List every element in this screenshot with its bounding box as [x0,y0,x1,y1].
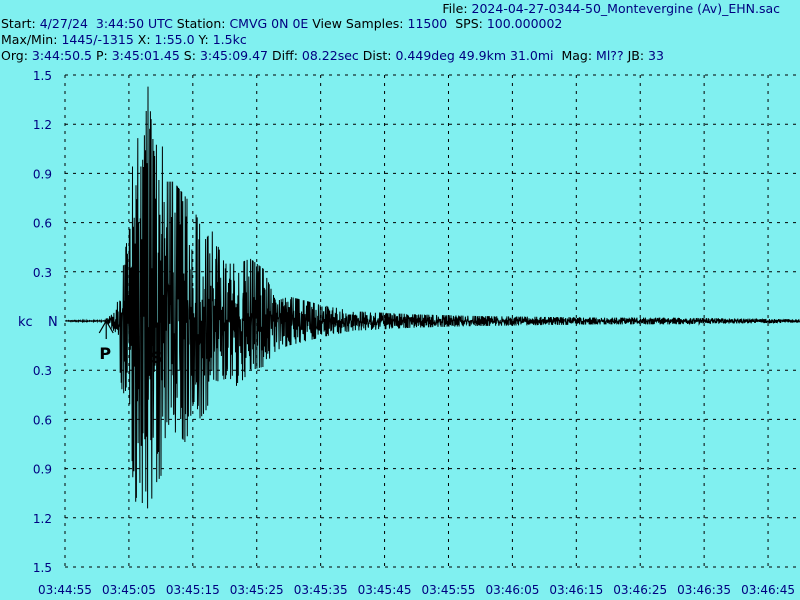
x-scale-value: 1:55.0 [154,32,195,47]
p-phase-label: P [99,344,111,363]
jb-value: 33 [648,48,664,63]
y-tick-label-3: 0.6 [33,217,52,231]
start-value: 4/27/24 3:44:50 UTC [39,16,173,31]
x-tick-label-2: 03:45:15 [166,583,220,597]
maxmin-line: Max/Min: 1445/-1315 X: 1:55.0 Y: 1.5kc [1,32,247,48]
y-tick-label-6: 0.6 [33,413,52,427]
y-tick-label-5: 0.3 [33,364,52,378]
station-label: Station: [176,16,226,31]
start-line: Start: 4/27/24 3:44:50 UTC Station: CMVG… [1,16,562,32]
waveform-line [64,86,800,509]
x-tick-label-11: 03:46:45 [741,583,795,597]
s-time-label: S: [183,48,196,63]
origin-line: Org: 3:44:50.5 P: 3:45:01.45 S: 3:45:09.… [1,48,664,64]
y-tick-label-0: 1.5 [33,69,52,83]
p-arrival-arrow [98,319,114,339]
y-tick-label-2: 0.9 [33,167,52,181]
x-tick-label-1: 03:45:05 [102,583,156,597]
waveform-trace [64,86,800,509]
x-tick-label-10: 03:46:35 [677,583,731,597]
x-tick-label-9: 03:46:25 [613,583,667,597]
y-axis-unit-label: kc [18,315,33,330]
file-label: File: [442,1,468,16]
dist-label: Dist: [362,48,392,63]
sps-value: 100.000002 [486,16,563,31]
p-time-label: P: [96,48,108,63]
org-label: Org: [1,48,28,63]
x-tick-label-4: 03:45:35 [294,583,348,597]
file-value: 2024-04-27-0344-50_Montevergine (Av)_EHN… [471,1,780,16]
x-scale-label: X: [137,32,151,47]
y-tick-label-1: 1.2 [33,118,52,132]
y-tick-label-8: 1.2 [33,512,52,526]
sps-label: SPS: [455,16,483,31]
y-tick-label-9: 1.5 [33,561,52,575]
p-time-value: 3:45:01.45 [111,48,180,63]
y-tick-label-4: 0.3 [33,266,52,280]
mag-label: Mag: [561,48,593,63]
x-tick-label-0: 03:44:55 [38,583,92,597]
x-tick-label-3: 03:45:25 [230,583,284,597]
maxmin-label: Max/Min: [1,32,58,47]
x-tick-labels: 03:44:55 03:45:05 03:45:15 03:45:25 03:45:35… [38,583,795,597]
x-tick-label-5: 03:45:45 [358,583,412,597]
y-tick-label-7: 0.9 [33,463,52,477]
y-tick-labels: 1.5 1.2 0.9 0.6 0.3 0.3 0.6 0.9 1.2 1.5 [33,69,52,575]
mag-value: Ml?? [596,48,624,63]
diff-label: Diff: [272,48,298,63]
y-scale-label: Y: [198,32,209,47]
y-scale-value: 1.5kc [212,32,247,47]
dist-value: 0.449deg 49.9km 31.0mi [395,48,554,63]
s-phase-label: S [151,348,163,367]
org-value: 3:44:50.5 [31,48,93,63]
s-time-value: 3:45:09.47 [199,48,269,63]
start-label: Start: [1,16,36,31]
file-line: File: 2024-04-27-0344-50_Montevergine (A… [442,1,780,17]
station-value: CMVG 0N 0E [229,16,309,31]
jb-label: JB: [627,48,645,63]
x-tick-label-7: 03:46:05 [485,583,539,597]
maxmin-value: 1445/-1315 [61,32,134,47]
x-tick-label-8: 03:46:15 [549,583,603,597]
diff-value: 08.22sec [301,48,359,63]
zero-line-label: N [48,315,58,330]
view-samples-value: 11500 [407,16,448,31]
view-samples-label: View Samples: [312,16,404,31]
x-tick-label-6: 03:45:55 [422,583,476,597]
